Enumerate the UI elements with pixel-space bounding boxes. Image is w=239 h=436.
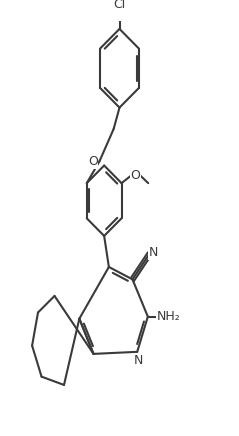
Text: Cl: Cl [113, 0, 126, 11]
Text: NH₂: NH₂ [156, 310, 180, 323]
Text: O: O [88, 155, 98, 168]
Text: N: N [134, 354, 143, 367]
Text: N: N [149, 246, 158, 259]
Text: O: O [130, 169, 140, 182]
